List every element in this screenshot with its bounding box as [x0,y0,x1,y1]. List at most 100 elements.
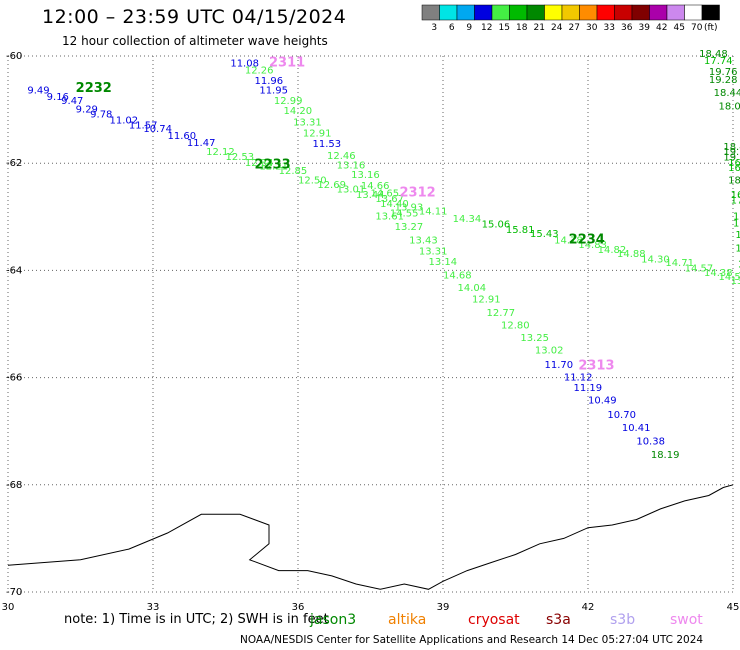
wave-height-value: 19.76 [709,67,738,78]
wave-height-value: 12.12 [206,147,235,158]
legend-label: 9 [466,23,472,33]
wave-height-value: 19.38 [723,147,740,158]
wave-height-value: 14.38 [704,268,733,279]
wave-height-value: 13.43 [409,236,438,247]
wave-height-value: 14.57 [685,263,714,274]
mission-altika: altika [388,612,427,628]
footer-note: note: 1) Time is in UTC; 2) SWH is in fe… [64,612,329,627]
wave-height-value: 9.29 [76,104,98,115]
wave-height-value: 14.65 [371,188,400,199]
x-tick-label: 45 [727,602,740,613]
wave-height-value: 13.14 [429,257,458,268]
legend-label: 24 [551,23,563,33]
wave-height-value: 10.38 [636,437,665,448]
pass-time-label: 2233 [255,158,291,173]
wave-height-value: 12.26 [245,66,274,77]
wave-height-value: 18.07 [719,102,740,113]
wave-height-value: 18.47 [723,142,740,153]
mission-s3b: s3b [610,612,636,628]
wave-height-value: 14.83 [578,240,607,251]
wave-height-value: 12.91 [303,128,332,139]
wave-height-value: 12.21 [259,162,288,173]
wave-height-value: 14.40 [380,199,409,210]
wave-height-value: 14.30 [641,254,670,265]
x-tick-label: 42 [582,602,595,613]
wave-height-value: 12.91 [472,295,501,306]
wave-height-value: 14.66 [361,181,390,192]
wave-height-value: 11.12 [564,372,593,383]
wave-height-value: 10.74 [143,124,172,135]
mission-s3a: s3a [546,612,571,628]
legend-label: 30 [586,23,598,33]
wave-height-value: 14.82 [598,245,627,256]
wave-height-value: 18.06 [728,176,740,187]
wave-height-value: 15.06 [482,220,511,231]
wave-height-value: 17.3 [733,211,740,222]
wave-height-value: 16.7 [735,230,740,241]
wave-height-value: 17.86 [731,195,740,206]
wave-height-value: 13.02 [535,345,564,356]
wave-height-value: 14.88 [617,249,646,260]
wave-height-value: 10.70 [607,410,636,421]
wave-height-value: 11.60 [168,131,197,142]
color-legend: 3 6 9 12 15 18 21 24 27 30 33 36 39 42 45 70 (ft) [421,4,720,33]
mission-swot: swot [670,612,703,628]
pass-time-label: 2232 [76,81,112,96]
pass-time-label: 2312 [400,185,436,200]
wave-height-value: 18.48 [699,49,728,60]
page-title: 12:00 – 23:59 UTC 04/15/2024 [42,6,347,28]
wave-height-value: 10.49 [588,395,617,406]
wave-height-value: 13.27 [395,222,424,233]
y-tick-label: -64 [6,265,22,276]
legend-label: 3 [431,23,437,33]
x-tick-label: 33 [147,602,160,613]
wave-height-value: 12.99 [274,96,303,107]
wave-height-value: 13.16 [337,161,366,172]
wave-height-value: 9.78 [90,110,112,121]
legend-label: 45 [674,23,685,33]
wave-height-value: 13.93 [395,202,424,213]
legend-label: 33 [604,23,615,33]
mission-jason3: jason3 [310,612,357,628]
wave-height-value: 12.53 [226,152,255,163]
wave-height-value: 19.36 [723,153,740,164]
wave-height-value: 13.31 [293,118,322,129]
wave-height-value: 9.47 [61,96,83,107]
wave-height-value: 18.19 [651,450,680,461]
pass-time-label: 2311 [269,56,305,71]
wave-height-value: 16. [735,244,740,255]
legend-label: 18 [516,23,528,33]
legend-label: 21 [534,23,545,33]
wave-height-value: 11.96 [255,76,284,87]
x-tick-label: 39 [437,602,450,613]
wave-height-value: 15.81 [506,225,535,236]
wave-height-value: 14.68 [443,270,472,281]
wave-height-value: 14 [738,265,740,276]
wave-height-value: 11.57 [129,120,158,131]
wave-height-value: 18.44 [714,88,740,99]
pass-time-label: 2313 [578,359,614,374]
footer-credit: NOAA/NESDIS Center for Satellite Applica… [240,634,704,646]
legend-swatch [701,4,720,21]
wave-height-value: 12.85 [279,166,308,177]
wave-height-value: 14.11 [419,207,448,218]
wave-height-value: 13.01 [337,185,366,196]
y-tick-label: -68 [6,480,22,491]
wave-height-value: 14.04 [458,283,487,294]
legend-label: 36 [621,23,633,33]
wave-height-value: 19.28 [709,75,738,86]
wave-height-value: 16.14 [728,163,740,174]
wave-height-value: 11.08 [230,59,259,70]
y-tick-label: -60 [6,51,22,62]
wave-height-value: 13.61 [375,211,404,222]
wave-height-value: 10.41 [622,423,651,434]
page-subtitle: 12 hour collection of altimeter wave hei… [62,34,328,48]
wave-height-value: 13.25 [520,333,549,344]
wave-height-value: 11.19 [574,383,603,394]
wave-height-value: 9.16 [47,92,69,103]
wave-height-value: 14.34 [453,214,482,225]
wave-height-value: 11.02 [110,116,139,127]
wave-height-value: 11.70 [545,360,574,371]
wave-height-value: 13.31 [419,246,448,257]
wave-height-value: 12.77 [487,308,516,319]
